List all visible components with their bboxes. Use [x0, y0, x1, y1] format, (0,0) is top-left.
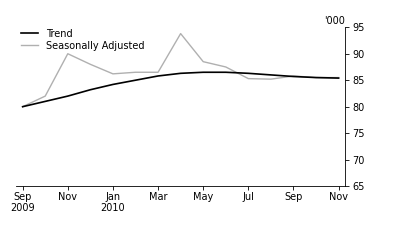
- Seasonally Adjusted: [336, 76, 341, 79]
- Seasonally Adjusted: [88, 63, 93, 66]
- Trend: [88, 88, 93, 91]
- Seasonally Adjusted: [268, 78, 273, 81]
- Seasonally Adjusted: [246, 77, 251, 80]
- Trend: [201, 71, 206, 74]
- Seasonally Adjusted: [66, 52, 70, 55]
- Seasonally Adjusted: [178, 32, 183, 35]
- Trend: [178, 72, 183, 75]
- Trend: [43, 100, 48, 103]
- Seasonally Adjusted: [133, 71, 138, 74]
- Seasonally Adjusted: [314, 76, 318, 79]
- Trend: [268, 74, 273, 76]
- Legend: Trend, Seasonally Adjusted: Trend, Seasonally Adjusted: [21, 29, 145, 51]
- Line: Trend: Trend: [23, 72, 339, 107]
- Seasonally Adjusted: [20, 105, 25, 108]
- Line: Seasonally Adjusted: Seasonally Adjusted: [23, 34, 339, 107]
- Trend: [314, 76, 318, 79]
- Text: '000: '000: [324, 16, 345, 26]
- Trend: [133, 79, 138, 81]
- Trend: [336, 77, 341, 79]
- Seasonally Adjusted: [224, 66, 228, 68]
- Trend: [291, 75, 296, 78]
- Seasonally Adjusted: [110, 72, 115, 75]
- Trend: [66, 95, 70, 97]
- Seasonally Adjusted: [201, 60, 206, 63]
- Seasonally Adjusted: [156, 71, 160, 74]
- Seasonally Adjusted: [43, 95, 48, 97]
- Trend: [156, 75, 160, 77]
- Trend: [20, 105, 25, 108]
- Trend: [224, 71, 228, 74]
- Seasonally Adjusted: [291, 75, 296, 77]
- Trend: [246, 72, 251, 75]
- Trend: [110, 83, 115, 86]
